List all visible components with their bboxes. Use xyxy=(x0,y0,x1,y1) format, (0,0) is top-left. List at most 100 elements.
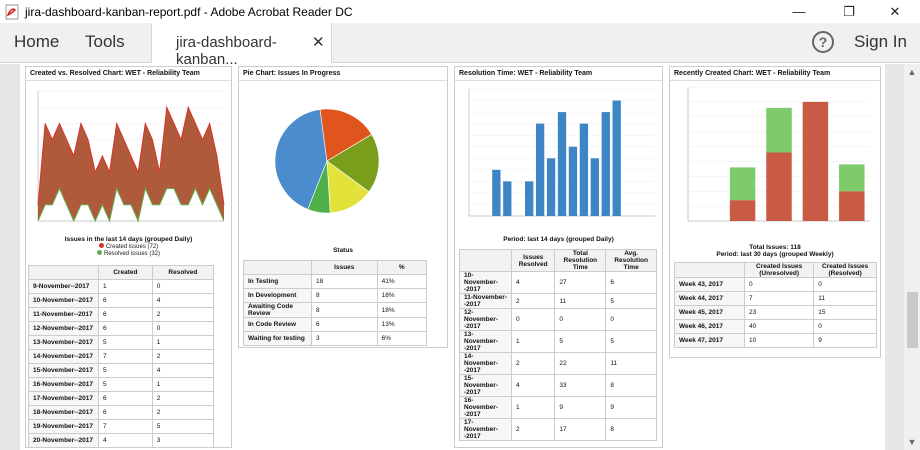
row-label: 10-November--2017 xyxy=(28,293,99,308)
row-label: 14-November--2017 xyxy=(459,352,512,375)
issues-in-progress-pie xyxy=(274,108,380,214)
col-header: Resolved xyxy=(151,265,215,280)
row-label: In Code Review xyxy=(243,317,312,332)
cell-value: 8 xyxy=(605,374,657,397)
cell-value: 23 xyxy=(743,305,815,320)
table-row: Week 43, 2017 0 0 xyxy=(674,277,877,292)
row-label: Week 44, 2017 xyxy=(674,291,745,306)
row-label: Week 47, 2017 xyxy=(674,333,745,348)
table-row: 17-November--2017 2 17 8 xyxy=(459,418,657,441)
scroll-up-icon[interactable]: ▲ xyxy=(907,67,917,77)
chart-caption-total: Total Issues: 118 xyxy=(749,244,801,251)
scroll-thumb[interactable] xyxy=(907,292,918,348)
col-header: Avg. Resolution Time xyxy=(605,249,657,272)
row-label: 14-November--2017 xyxy=(28,349,99,364)
recently-created-gadget: Recently Created Chart: WET - Reliabilit… xyxy=(669,66,881,358)
cell-value: 11 xyxy=(605,352,657,375)
cell-value: 18 xyxy=(311,274,378,289)
cell-value: 5 xyxy=(98,363,153,378)
col-header: Issues Resolved xyxy=(510,249,556,272)
row-label: 17-November--2017 xyxy=(28,391,99,406)
cell-value: 1 xyxy=(98,279,153,294)
bar xyxy=(579,123,589,216)
chart-caption: Status xyxy=(333,247,353,254)
cell-value: 4 xyxy=(151,363,215,378)
resolution-time-gadget: Resolution Time: WET - Reliability Team … xyxy=(454,66,663,448)
close-window-button[interactable]: ✕ xyxy=(889,3,901,19)
gadget-title: Pie Chart: Issues In Progress xyxy=(239,67,447,81)
table-row: Week 45, 2017 23 15 xyxy=(674,305,877,320)
cell-value: 18% xyxy=(376,288,428,303)
col-header xyxy=(243,260,312,275)
bar-unresolved xyxy=(766,152,792,221)
bar xyxy=(503,181,512,216)
cell-value: 3 xyxy=(311,331,378,346)
row-label: In Testing xyxy=(243,274,312,289)
cell-value: 4 xyxy=(98,433,153,448)
minimize-button[interactable]: — xyxy=(792,4,806,19)
table-row: 15-November--2017 4 33 8 xyxy=(459,374,657,397)
resolution-time-chart xyxy=(468,88,655,217)
bar-resolved xyxy=(839,164,865,192)
table-row: 16-November--2017 1 9 9 xyxy=(459,396,657,419)
table-row: 13-November--2017 1 5 5 xyxy=(459,330,657,353)
restore-button[interactable]: ❐ xyxy=(843,3,855,19)
row-label: 11-November--2017 xyxy=(28,307,99,322)
tab-close-icon[interactable]: ✕ xyxy=(312,34,325,51)
cell-value: 5 xyxy=(605,293,657,309)
cell-value: 11 xyxy=(813,291,877,306)
legend-created-label: Created issues (72) xyxy=(105,244,159,250)
document-tab[interactable]: jira-dashboard-kanban... ✕ xyxy=(151,23,332,68)
row-label: 9-November--2017 xyxy=(28,279,99,294)
cell-value: 4 xyxy=(510,374,556,397)
table-row: 11-November--2017 2 11 5 xyxy=(459,293,657,309)
cell-value: 9 xyxy=(813,333,877,348)
table-row: Awaiting Code Review 8 18% xyxy=(243,302,428,318)
recently-created-table: Created Issues (Unresolved) Created Issu… xyxy=(674,262,877,348)
table-row: 20-November--2017 4 3 xyxy=(28,433,215,448)
cell-value: 5 xyxy=(605,330,657,353)
cell-value: 2 xyxy=(510,418,556,441)
cell-value: 2 xyxy=(510,293,556,309)
cell-value: 22 xyxy=(554,352,607,375)
table-row: 12-November--2017 0 0 0 xyxy=(459,308,657,331)
tools-menu[interactable]: Tools xyxy=(85,32,125,51)
table-row: Week 46, 2017 40 0 xyxy=(674,319,877,334)
row-label: 13-November--2017 xyxy=(28,335,99,350)
table-row: 11-November--2017 6 2 xyxy=(28,307,215,322)
table-row: Waiting for testing 3 6% xyxy=(243,331,428,346)
row-label: 16-November--2017 xyxy=(459,396,512,419)
created-resolved-area xyxy=(38,107,224,221)
title-bar: jira-dashboard-kanban-report.pdf - Adobe… xyxy=(0,0,920,23)
pie-slice xyxy=(326,134,380,193)
cell-value: 7 xyxy=(743,291,815,306)
window-title: jira-dashboard-kanban-report.pdf - Adobe… xyxy=(25,4,353,19)
help-icon[interactable]: ? xyxy=(812,31,834,53)
table-row: In Development 8 18% xyxy=(243,288,428,303)
created-vs-resolved-gadget: Created vs. Resolved Chart: WET - Reliab… xyxy=(25,66,232,448)
row-label: 13-November--2017 xyxy=(459,330,512,353)
bar xyxy=(590,158,599,216)
row-label: Waiting for testing xyxy=(243,331,312,346)
vertical-scrollbar[interactable]: ▲ ▼ xyxy=(904,64,920,450)
bar-unresolved xyxy=(729,200,756,221)
table-row: 13-November--2017 5 1 xyxy=(28,335,215,350)
bar xyxy=(601,112,610,216)
table-row: 16-November--2017 5 1 xyxy=(28,377,215,392)
created-resolved-table: Created Resolved 9-November--2017 1 0 10-No… xyxy=(28,265,215,448)
col-header xyxy=(28,265,99,280)
cell-value: 4 xyxy=(510,271,556,294)
col-header: Created xyxy=(98,265,153,280)
scroll-down-icon[interactable]: ▼ xyxy=(907,437,917,447)
row-label: 18-November--2017 xyxy=(28,405,99,420)
col-header xyxy=(674,262,745,278)
sign-in-button[interactable]: Sign In xyxy=(854,32,907,51)
cell-value: 8 xyxy=(311,288,378,303)
cell-value: 33 xyxy=(554,374,607,397)
created-vs-resolved-chart xyxy=(37,90,225,223)
home-menu[interactable]: Home xyxy=(14,32,60,51)
table-row: 19-November--2017 7 5 xyxy=(28,419,215,434)
table-row: 9-November--2017 1 0 xyxy=(28,279,215,294)
cell-value: 7 xyxy=(98,349,153,364)
cell-value: 6 xyxy=(98,293,153,308)
